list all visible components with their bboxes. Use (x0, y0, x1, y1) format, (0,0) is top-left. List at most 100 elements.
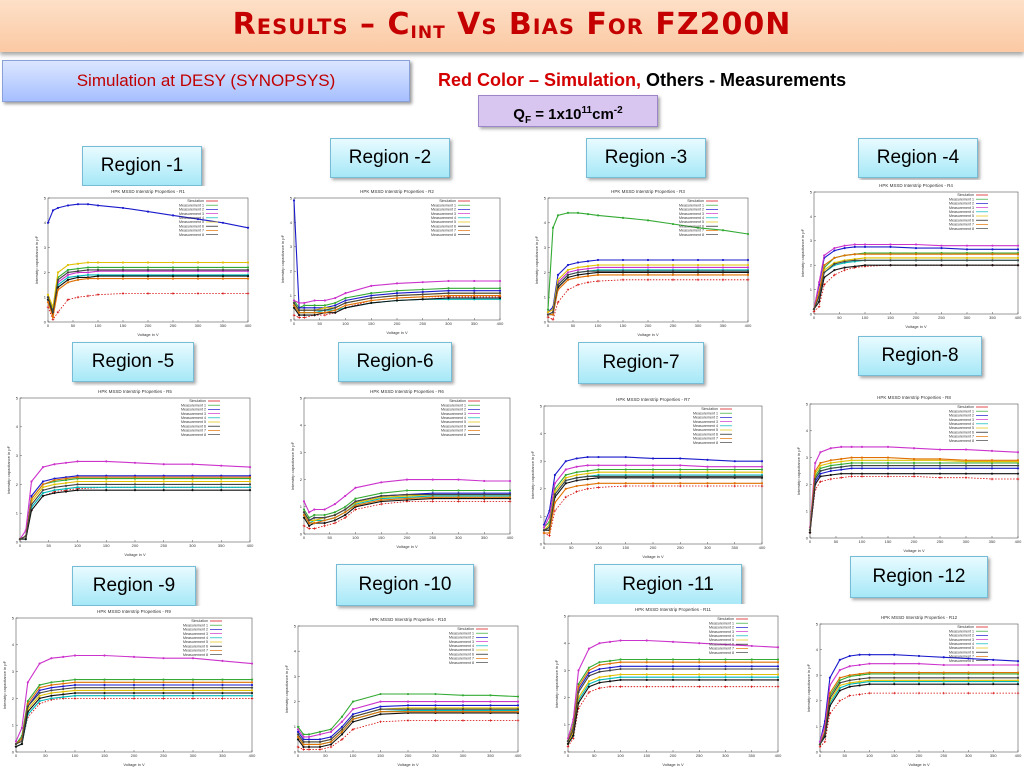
y-tick-label: 2 (290, 269, 293, 274)
series-point (221, 694, 224, 697)
y-tick-label: 3 (294, 674, 297, 679)
series-point (556, 278, 560, 281)
legend-entry: Measurement 3 (949, 206, 974, 210)
series-point (103, 686, 106, 689)
legend-entry: Measurement 7 (949, 655, 974, 659)
chart-svg: HPK MSSD Interstrip Properties - R90 50 10… (2, 609, 256, 767)
series-point (868, 653, 871, 656)
series-point (323, 306, 326, 309)
series-point (965, 259, 969, 262)
series-point (473, 279, 476, 283)
series-point (302, 500, 306, 503)
series-point (597, 475, 600, 478)
series-point (457, 493, 460, 496)
series-point (395, 282, 399, 285)
series-point (38, 686, 41, 689)
series-point (696, 266, 700, 269)
x-tick-label: 300 (965, 753, 972, 758)
x-tick-label: 50 (71, 323, 76, 328)
series-point (318, 748, 322, 751)
series-point (14, 740, 18, 743)
series-point (50, 691, 53, 695)
series-point (645, 676, 648, 679)
series-point (340, 733, 344, 736)
series-point (917, 671, 921, 674)
series-point (706, 484, 709, 488)
series-point (86, 294, 90, 298)
x-tick-label: 50 (569, 545, 574, 550)
legend-entry: Measurement 8 (183, 653, 208, 657)
series-point (671, 676, 675, 679)
legend-entry: Measurement 7 (179, 229, 204, 233)
series-point (370, 299, 373, 302)
legend-entry: Measurement 5 (949, 426, 974, 430)
series-point (344, 299, 347, 302)
series-point (96, 275, 100, 278)
series-point (323, 311, 326, 314)
x-tick-label: 250 (419, 321, 426, 326)
series-point (38, 699, 41, 703)
series-point (843, 268, 846, 272)
plot-frame (297, 625, 519, 753)
series-point (431, 489, 434, 492)
series-point (344, 505, 347, 508)
y-tick-label: 4 (806, 428, 809, 433)
series-point (53, 483, 56, 486)
series-point (608, 674, 612, 677)
x-tick-label: 350 (220, 323, 227, 328)
series-point (292, 304, 296, 307)
series-point (575, 479, 578, 482)
x-tick-label: 150 (891, 753, 898, 758)
series-point (572, 734, 575, 737)
legend-entry: Measurement 4 (949, 422, 974, 426)
legend-entry: Measurement 1 (949, 629, 974, 633)
series-point (942, 656, 945, 659)
series-point (302, 745, 305, 749)
series-point (853, 259, 856, 262)
y-tick-label: 0 (564, 749, 567, 754)
series-point (421, 293, 424, 296)
series-point (298, 306, 301, 309)
series-point (942, 679, 945, 682)
series-point (191, 686, 195, 689)
y-tick-label: 5 (544, 195, 547, 200)
series-point (868, 683, 871, 686)
x-tick-label: 300 (195, 323, 202, 328)
plot-region-8: HPK MSSD Interstrip Properties - R8 0 50 10… (796, 392, 1024, 554)
series-point (724, 667, 727, 671)
legend-entry: Simulation (191, 619, 208, 623)
series-point (886, 461, 890, 465)
series-point (645, 667, 648, 671)
series-point (829, 447, 832, 450)
x-tick-label: 150 (620, 323, 627, 328)
series-point (838, 684, 841, 687)
x-tick-label: 50 (571, 323, 576, 328)
x-axis-label: Voltage in V (124, 552, 146, 557)
slide-title: Results – CINT Vs Bias For FZ200N (0, 0, 1024, 58)
series-point (566, 278, 570, 281)
y-tick-label: 4 (44, 220, 47, 225)
legend-entry: Measurement 3 (679, 212, 704, 216)
x-tick-label: 100 (72, 753, 79, 758)
series-point (248, 466, 252, 469)
legend-entry: Measurement 6 (181, 424, 206, 428)
series-point (302, 513, 306, 517)
y-tick-label: 0 (12, 749, 15, 754)
series-line (813, 264, 1018, 312)
series-point (38, 702, 41, 706)
series-point (823, 271, 826, 274)
legend-entry: Measurement 2 (693, 416, 718, 420)
x-tick-label: 250 (432, 753, 439, 758)
series-point (334, 311, 337, 314)
series-point (863, 245, 867, 248)
series-point (990, 467, 994, 470)
series-point (564, 487, 567, 490)
series-point (624, 455, 627, 459)
legend-entry: Simulation (717, 617, 734, 621)
y-tick-label: 2 (44, 270, 47, 275)
series-point (721, 270, 725, 273)
series-point (1016, 467, 1020, 470)
series-point (886, 475, 890, 478)
series-point (105, 489, 108, 492)
series-point (302, 740, 305, 744)
